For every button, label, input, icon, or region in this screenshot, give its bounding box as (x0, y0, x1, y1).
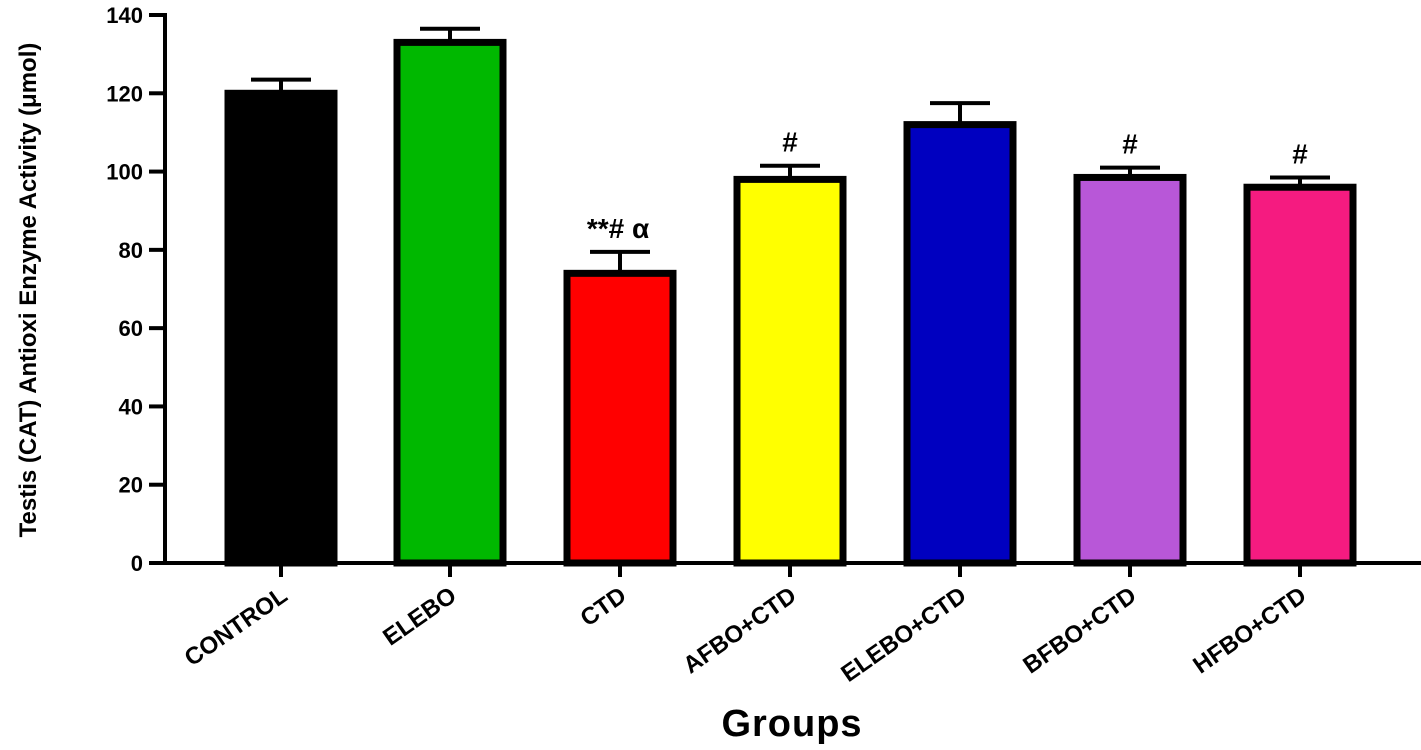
bar (1073, 173, 1187, 567)
x-tick-label: CONTROL (180, 582, 293, 672)
y-tick-label: 60 (119, 316, 143, 341)
significance-label: **# α (587, 213, 649, 244)
y-axis-title: Testis (CAT) Antioxi Enzyme Activity (μm… (15, 43, 42, 538)
x-tick-label: HFBO+CTD (1188, 582, 1311, 679)
y-tick-label: 0 (131, 551, 143, 576)
bar (224, 89, 338, 567)
x-tick-label: BFBO+CTD (1018, 582, 1141, 679)
y-tick-label: 20 (119, 473, 143, 498)
x-axis-title: Groups (721, 703, 862, 745)
x-tick-label: ELEBO (378, 582, 461, 652)
y-tick-label: 100 (106, 160, 143, 185)
significance-label: # (782, 127, 798, 158)
x-tick-label: AFBO+CTD (678, 582, 801, 679)
y-tick-label: 120 (106, 81, 143, 106)
bar (903, 121, 1017, 567)
x-tick-label: CTD (576, 582, 632, 632)
bar (563, 269, 677, 567)
x-tick-label: ELEBO+CTD (836, 582, 971, 688)
bar (1243, 183, 1357, 567)
y-tick-label: 140 (106, 3, 143, 28)
bar (393, 38, 507, 567)
y-tick-label: 80 (119, 238, 143, 263)
y-tick-label: 40 (119, 394, 143, 419)
bars-layer (224, 26, 1357, 567)
significance-label: # (1292, 138, 1308, 169)
bar (733, 175, 847, 567)
significance-label: # (1122, 129, 1138, 160)
axes-layer (149, 13, 1421, 577)
